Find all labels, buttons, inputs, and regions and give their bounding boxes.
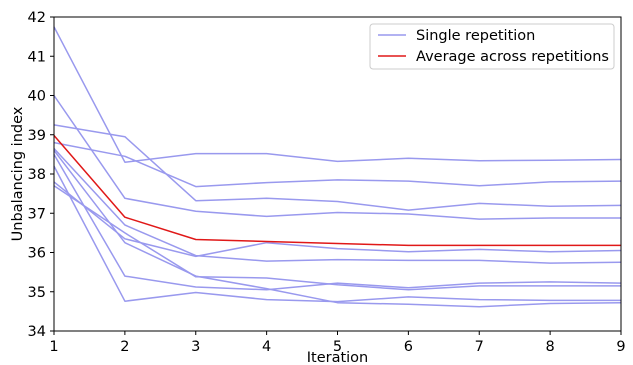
single-repetition-line-7 <box>53 185 621 291</box>
y-tick-label: 38 <box>28 167 46 183</box>
legend-box <box>369 23 615 70</box>
average-line <box>53 135 621 247</box>
x-tick-label: 4 <box>262 339 271 355</box>
y-tick-label: 40 <box>28 89 46 105</box>
x-tick-label: 6 <box>404 339 413 355</box>
x-tick-label: 9 <box>616 339 625 355</box>
y-axis-label: Unbalancing index <box>10 106 26 241</box>
single-repetition-line-1 <box>53 26 622 163</box>
y-tick-label: 39 <box>28 128 46 144</box>
single-repetition-line-10 <box>53 149 622 308</box>
legend: Single repetition Average across repetit… <box>369 23 615 70</box>
x-axis-label: Iteration <box>307 350 369 365</box>
y-tick-label: 41 <box>28 49 46 65</box>
single-repetition-line-5 <box>53 147 622 264</box>
y-axis-ticks: 34 35 36 37 38 39 40 41 42 <box>28 10 54 340</box>
single-repetition-line-8 <box>53 154 622 291</box>
y-tick-label: 37 <box>28 206 46 222</box>
x-axis-ticks: 1 2 3 4 5 6 7 8 9 <box>49 331 626 355</box>
legend-label-average: Average across repetitions <box>416 49 609 65</box>
single-repetition-line-2 <box>53 124 622 211</box>
y-tick-label: 42 <box>28 10 46 26</box>
legend-label-single: Single repetition <box>416 28 535 44</box>
y-tick-label: 34 <box>28 324 46 340</box>
x-tick-label: 5 <box>333 339 342 355</box>
series-layer <box>53 26 622 308</box>
single-repetition-line-4 <box>53 95 621 220</box>
single-repetition-line-9 <box>53 165 621 303</box>
x-tick-label: 7 <box>475 339 484 355</box>
x-tick-label: 2 <box>120 339 129 355</box>
single-repetition-line-3 <box>53 141 622 188</box>
x-tick-label: 1 <box>49 339 58 355</box>
single-repetition-line-6 <box>53 181 622 258</box>
x-tick-label: 8 <box>546 339 555 355</box>
y-tick-label: 35 <box>28 285 46 301</box>
x-tick-label: 3 <box>191 339 200 355</box>
y-tick-label: 36 <box>28 246 46 262</box>
